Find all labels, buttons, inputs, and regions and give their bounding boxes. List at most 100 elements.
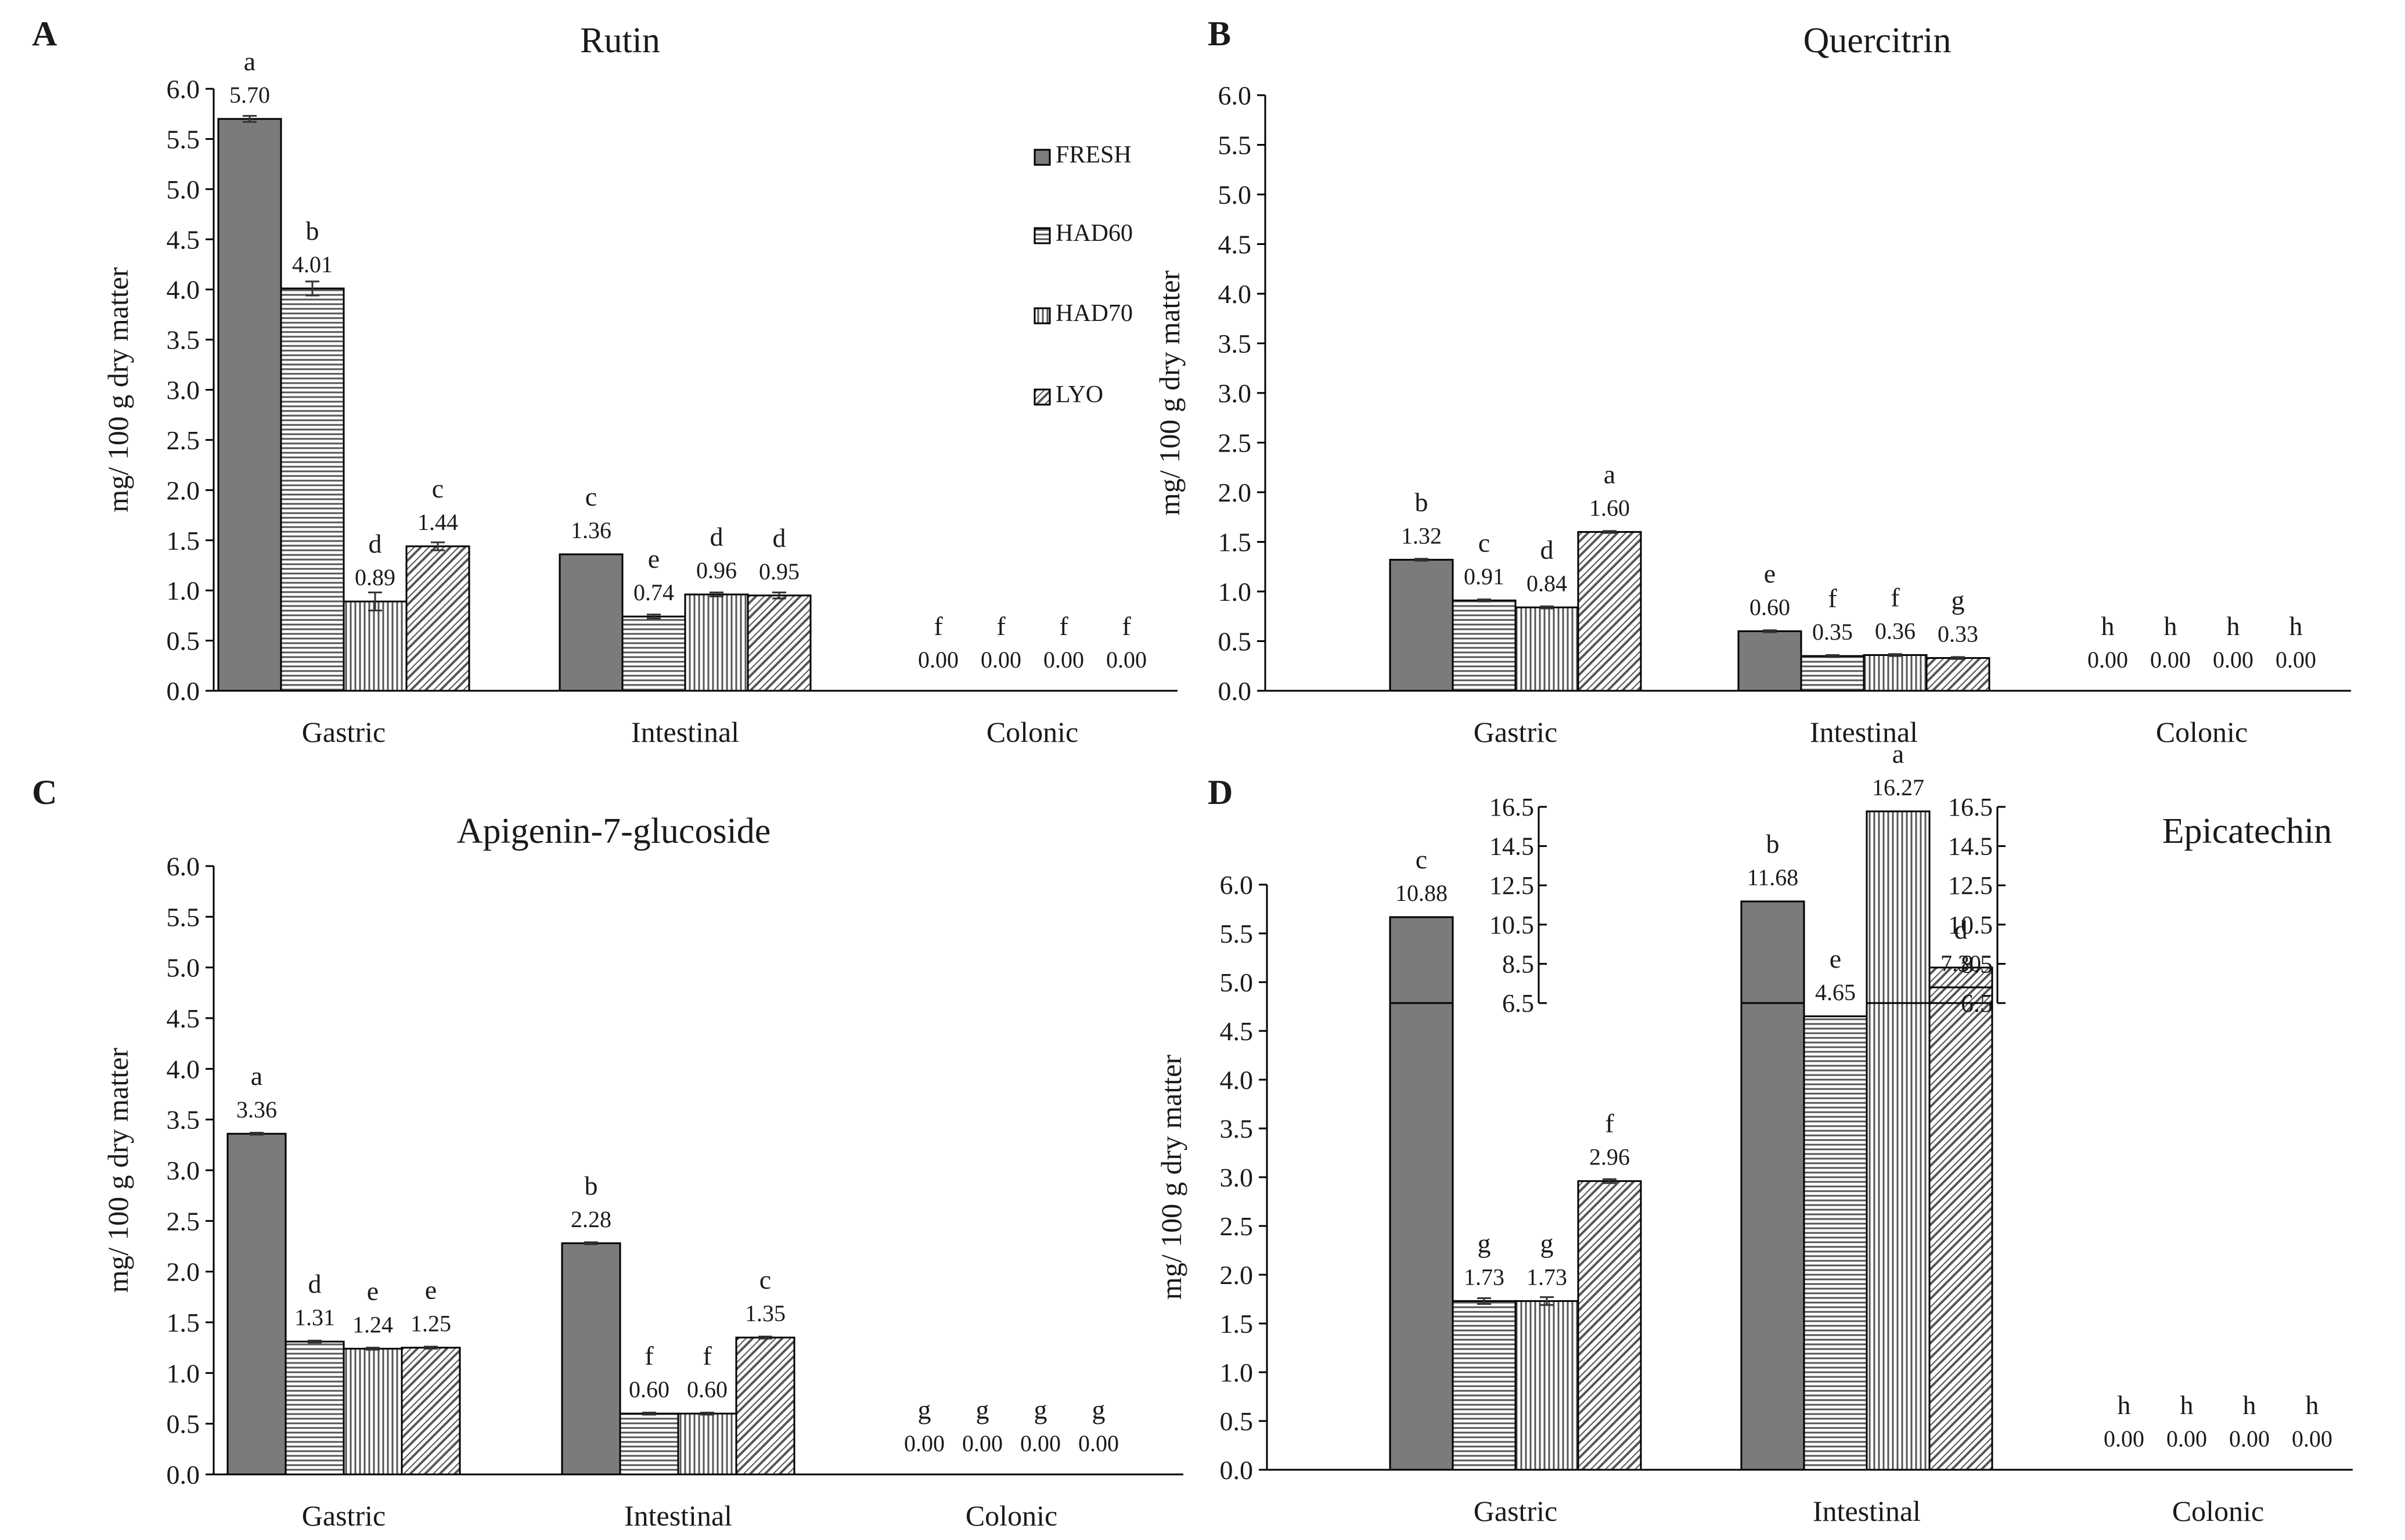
bar (1803, 1015, 1868, 1471)
inset-tick-label: 10.5 (1948, 911, 1993, 939)
chart-title: Apigenin-7-glucoside (457, 812, 771, 851)
significance-letter: c (1478, 528, 1490, 557)
inset-tick-label: 14.5 (1489, 832, 1534, 861)
significance-letter: e (425, 1275, 437, 1305)
y-tick-label: 1.0 (167, 576, 200, 605)
panel-label: B (1208, 15, 1231, 53)
bar (1740, 966, 1805, 1471)
y-tick-label: 5.0 (167, 175, 200, 204)
significance-letter: d (773, 523, 786, 553)
y-tick-label: 3.0 (1218, 378, 1252, 408)
chart-title: Epicatechin (2162, 812, 2332, 851)
data-label: 0.00 (2229, 1426, 2270, 1452)
data-label: 1.25 (411, 1311, 451, 1337)
significance-letter: d (308, 1269, 322, 1299)
significance-letter: c (432, 474, 444, 503)
significance-letter: g (1092, 1395, 1106, 1424)
y-tick-label: 4.5 (1218, 230, 1252, 259)
data-label: 3.36 (236, 1097, 277, 1123)
y-tick-label: 0.5 (167, 1409, 200, 1439)
data-label: 0.60 (687, 1376, 728, 1402)
significance-letter: e (1830, 944, 1841, 973)
bar-group: 0.00 h (2292, 1390, 2332, 1452)
y-tick-label: 3.5 (1218, 329, 1252, 359)
data-label: 0.84 (1526, 570, 1567, 596)
y-tick-label: 2.5 (167, 1206, 200, 1236)
bar (1514, 606, 1579, 692)
bar (226, 1133, 287, 1476)
inset-axis: 6.5 8.5 10.5 12.5 14.5 16.5 (1489, 793, 1547, 1018)
bar-group: 0.00 f (1106, 611, 1147, 673)
inset-axis: 6.5 8.5 10.5 12.5 14.5 16.5 (1948, 793, 2006, 1018)
bar (559, 553, 624, 692)
y-tick-label: 1.5 (1218, 528, 1252, 557)
bar (619, 1412, 679, 1476)
data-label: 1.73 (1526, 1264, 1567, 1290)
bar (401, 1347, 461, 1476)
bar-group: 10.88 c (1389, 845, 1454, 1471)
y-tick-label: 5.0 (1220, 968, 1254, 997)
bar-group: 1.60 a (1577, 459, 1642, 692)
y-tick-label: 1.5 (1220, 1309, 1254, 1339)
legend-label: FRESH (1056, 142, 1132, 168)
data-label: 0.60 (629, 1376, 669, 1402)
bar-group: 0.00 g (904, 1395, 945, 1456)
inset-tick-label: 6.5 (1502, 989, 1534, 1018)
significance-letter: f (1828, 583, 1837, 613)
y-tick-label: 1.5 (167, 1308, 200, 1337)
y-tick-label: 3.5 (167, 1105, 200, 1135)
y-tick-label: 5.0 (167, 953, 200, 983)
data-label: 0.60 (1749, 594, 1790, 620)
significance-letter: e (1764, 558, 1776, 588)
inset-tick-label: 16.5 (1948, 793, 1993, 821)
y-tick-label: 5.0 (1218, 180, 1252, 210)
panel-d: D Epicatechin 0.0 0.5 1.0 1.5 2.0 2.5 3.0 3.5 4.0 4… (1155, 739, 2353, 1527)
data-label: 1.36 (571, 517, 611, 543)
bar-group: 1.25 e (401, 1275, 461, 1476)
chart-title: Quercitrin (1803, 21, 1952, 60)
y-tick-label: 0.0 (167, 676, 200, 706)
bar (1737, 630, 1802, 692)
data-label: 0.00 (2166, 1426, 2207, 1452)
bar-group: 0.74 e (621, 544, 686, 692)
bar-group: 0.00 g (962, 1395, 1003, 1456)
bar-group: 0.00 h (2087, 611, 2128, 673)
y-tick-label: 5.5 (1220, 919, 1254, 948)
inset-tick-label: 16.5 (1489, 793, 1534, 821)
significance-letter: h (2289, 611, 2303, 641)
significance-letter: f (1891, 582, 1900, 612)
bar-group: 16.27 a (1866, 739, 1931, 1471)
y-tick-label: 3.0 (167, 1156, 200, 1185)
bar (1452, 599, 1517, 692)
y-tick-label: 5.5 (167, 124, 200, 154)
legend-item-lyo: LYO (1034, 381, 1103, 408)
y-axis-title: mg/ 100 g dry matter (1153, 271, 1186, 515)
legend-item-had60: HAD60 (1034, 220, 1133, 247)
x-tick-label: Colonic (2172, 1495, 2264, 1527)
x-tick-label: Colonic (987, 716, 1078, 748)
bar-group: 1.44 c (405, 474, 470, 692)
data-label: 2.96 (1589, 1144, 1630, 1170)
x-tick-label: Intestinal (624, 1499, 732, 1532)
x-tick-label: Colonic (966, 1499, 1057, 1532)
y-tick-label: 6.0 (1220, 870, 1254, 900)
x-tick-label: Gastric (302, 716, 386, 748)
bar-group: 0.00 h (2150, 611, 2191, 673)
data-label: 0.00 (962, 1430, 1003, 1456)
significance-letter: b (1766, 829, 1780, 859)
inset-tick-label: 12.5 (1489, 871, 1534, 900)
bar-group: 0.84 d (1514, 535, 1579, 692)
data-label: 0.00 (1043, 647, 1084, 673)
data-label: 4.65 (1815, 979, 1856, 1005)
data-label: 2.28 (571, 1206, 611, 1232)
panel-label: A (32, 15, 57, 53)
panel-label: C (32, 773, 57, 812)
significance-letter: h (2180, 1390, 2194, 1420)
significance-letter: h (2306, 1390, 2319, 1420)
bar-group: 2.28 b (561, 1171, 621, 1476)
bar (1389, 916, 1454, 1004)
bar-group: 0.33 g (1925, 586, 1990, 692)
y-tick-label: 3.5 (1220, 1114, 1254, 1144)
data-label: 1.44 (417, 509, 458, 535)
x-tick-label: Gastric (302, 1499, 386, 1532)
